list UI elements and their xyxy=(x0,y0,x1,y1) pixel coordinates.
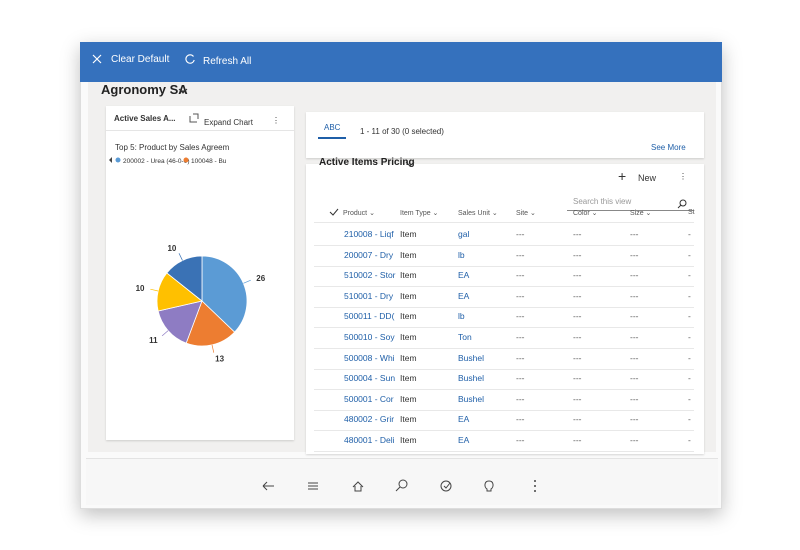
chart-tab[interactable]: Active Sales A... xyxy=(114,114,176,123)
data-label: 10 xyxy=(136,284,145,293)
pie-slice xyxy=(201,255,248,333)
legend-label: 100048 - Bu xyxy=(191,158,227,165)
view-tab[interactable]: ABC xyxy=(324,123,341,132)
leader-line xyxy=(178,253,183,261)
more-icon[interactable]: ⋮ xyxy=(679,172,687,181)
divider xyxy=(106,130,294,131)
expand-icon xyxy=(189,113,199,123)
command-bar: Clear Default Refresh All xyxy=(80,42,722,82)
plus-icon: + xyxy=(618,168,627,184)
leader-line xyxy=(211,344,215,353)
search-placeholder: Search this view xyxy=(573,197,632,206)
expand-chart[interactable]: Expand Chart xyxy=(204,118,253,127)
grid-title: Active Items Pricing xyxy=(319,157,415,168)
search-box[interactable] xyxy=(567,192,693,211)
selection-count: 1 - 11 of 30 (0 selected) xyxy=(360,127,444,136)
more-icon[interactable]: ⋮ xyxy=(272,116,280,125)
legend-swatch xyxy=(115,157,121,163)
clear-default[interactable]: Clear Default xyxy=(111,54,170,65)
refresh-icon xyxy=(185,54,195,64)
select-all-check[interactable] xyxy=(329,208,339,216)
pie-slice xyxy=(166,255,203,302)
search-icon xyxy=(677,199,687,209)
legend-label: 200002 - Urea (46-0-0) xyxy=(123,158,189,165)
nav-icons xyxy=(262,479,536,492)
new-button[interactable]: New xyxy=(638,173,657,183)
see-more[interactable]: See More xyxy=(651,143,686,152)
pie-chart: 200002 - Urea (46-0-0) 100048 - Bu 26 13 11 1… xyxy=(109,157,266,364)
refresh-all[interactable]: Refresh All xyxy=(203,56,252,67)
data-label: 13 xyxy=(215,355,224,364)
chevron xyxy=(178,88,188,94)
grid-panel xyxy=(306,164,704,454)
data-label: 10 xyxy=(167,244,176,253)
nav-bar xyxy=(86,458,718,505)
leader-line xyxy=(243,279,251,284)
data-label: 26 xyxy=(256,274,265,283)
chevron xyxy=(405,161,415,167)
data-label: 11 xyxy=(149,336,158,345)
tab-underline xyxy=(318,137,346,139)
close-icon xyxy=(92,54,102,64)
page-title[interactable]: Agronomy SA xyxy=(101,82,188,97)
chart-title: Top 5: Product by Sales Agreem xyxy=(115,143,230,152)
legend-swatch xyxy=(183,157,189,163)
legend-prev xyxy=(109,157,112,163)
leader-line xyxy=(150,288,159,292)
view-bar xyxy=(306,112,704,158)
leader-line xyxy=(161,330,169,337)
